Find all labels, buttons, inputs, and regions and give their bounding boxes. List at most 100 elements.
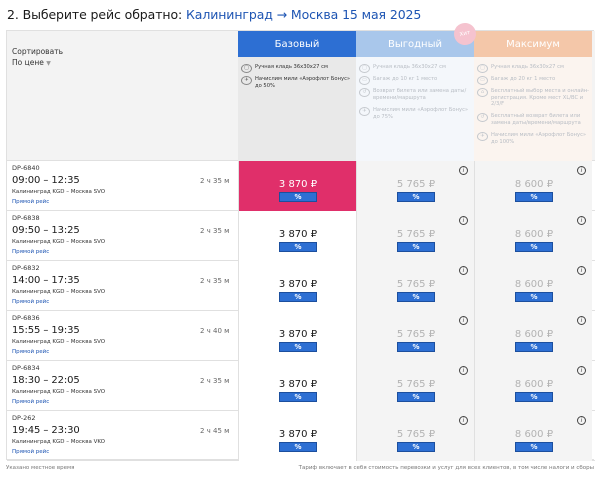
discount-badge[interactable]: %	[397, 292, 435, 302]
footer-note-tariff: Тариф включает в себя стоимость перевозк…	[298, 465, 594, 471]
flight-duration: 2 ч 35 м	[200, 277, 230, 285]
miles-icon: ✈	[241, 76, 252, 85]
direct-flight-link[interactable]: Прямой рейс	[12, 399, 50, 405]
info-icon[interactable]: i	[459, 416, 468, 425]
info-icon[interactable]: i	[577, 316, 586, 325]
info-icon[interactable]: i	[577, 366, 586, 375]
fare-feature: ▢ Ручная кладь 36x30x27 см	[477, 64, 589, 73]
flight-duration: 2 ч 35 м	[200, 177, 230, 185]
discount-badge[interactable]: %	[397, 342, 435, 352]
direct-flight-link[interactable]: Прямой рейс	[12, 299, 50, 305]
price-value: 8 600 ₽	[514, 379, 554, 390]
price-cell-good[interactable]: i 5 765 ₽%	[356, 411, 474, 461]
fare-header-basic[interactable]: Базовый	[238, 31, 356, 57]
price-cell-basic[interactable]: 3 870 ₽%	[238, 411, 356, 461]
discount-badge[interactable]: %	[397, 392, 435, 402]
flight-route: Калининград KGD – Москва SVO	[12, 339, 106, 345]
info-icon[interactable]: i	[577, 416, 586, 425]
price-cell-good[interactable]: i 5 765 ₽%	[356, 311, 474, 361]
price-cell-max[interactable]: i 8 600 ₽%	[474, 361, 592, 411]
fare-column-max: Максимум ▢ Ручная кладь 36x30x27 см ▭ Ба…	[474, 31, 592, 161]
refund-icon: ↺	[477, 113, 488, 122]
flight-row[interactable]: DP-6838 09:50 – 13:25 Калининград KGD – …	[7, 211, 595, 261]
price-value: 5 765 ₽	[396, 379, 436, 390]
flight-route: Калининград KGD – Москва SVO	[12, 239, 106, 245]
price-cell-max[interactable]: i 8 600 ₽%	[474, 411, 592, 461]
flights-grid: Сортировать По цене ▼ Базовый ▢ Ручная к…	[6, 20, 595, 461]
price-cell-good[interactable]: i 5 765 ₽%	[356, 211, 474, 261]
discount-badge[interactable]: %	[397, 192, 435, 202]
discount-badge[interactable]: %	[279, 292, 317, 302]
price-cell-basic[interactable]: 3 870 ₽%	[238, 361, 356, 411]
price-cell-max[interactable]: i 8 600 ₽%	[474, 261, 592, 311]
discount-badge[interactable]: %	[279, 342, 317, 352]
discount-badge[interactable]: %	[515, 442, 553, 452]
seat-icon: ⌂	[477, 88, 488, 97]
price-cell-basic[interactable]: 3 870 ₽%	[238, 311, 356, 361]
miles-icon: ✈	[359, 107, 370, 116]
refund-icon: ↺	[359, 88, 370, 97]
price-cell-basic[interactable]: 3 870 ₽%	[238, 211, 356, 261]
flight-times: 18:30 – 22:05	[12, 375, 80, 386]
price-cell-max[interactable]: i 8 600 ₽%	[474, 311, 592, 361]
info-icon[interactable]: i	[577, 166, 586, 175]
direct-flight-link[interactable]: Прямой рейс	[12, 199, 50, 205]
discount-badge[interactable]: %	[397, 242, 435, 252]
fare-features-max: ▢ Ручная кладь 36x30x27 см ▭ Багаж до 20…	[474, 57, 592, 161]
info-icon[interactable]: i	[577, 216, 586, 225]
flight-route: Калининград KGD – Москва SVO	[12, 189, 106, 195]
step-label: 2. Выберите рейс обратно:	[7, 7, 183, 22]
info-icon[interactable]: i	[459, 266, 468, 275]
price-cell-good[interactable]: i 5 765 ₽%	[356, 161, 474, 211]
flight-duration: 2 ч 45 м	[200, 427, 230, 435]
price-cell-good[interactable]: i 5 765 ₽%	[356, 261, 474, 311]
fare-feature: ▭ Багаж до 20 кг 1 место	[477, 76, 589, 85]
info-icon[interactable]: i	[577, 266, 586, 275]
flight-row[interactable]: DP-6832 14:00 – 17:35 Калининград KGD – …	[7, 261, 595, 311]
price-cell-max[interactable]: i 8 600 ₽%	[474, 161, 592, 211]
direct-flight-link[interactable]: Прямой рейс	[12, 349, 50, 355]
flight-row[interactable]: DP-262 19:45 – 23:30 Калининград KGD – М…	[7, 411, 595, 461]
info-icon[interactable]: i	[459, 316, 468, 325]
flight-times: 19:45 – 23:30	[12, 425, 80, 436]
price-cell-basic[interactable]: 3 870 ₽%	[238, 261, 356, 311]
price-value: 3 870 ₽	[278, 329, 318, 340]
sort-dropdown[interactable]: По цене ▼	[12, 58, 51, 67]
flight-times: 14:00 – 17:35	[12, 275, 80, 286]
route-label[interactable]: Калининград → Москва 15 мая 2025	[185, 7, 422, 22]
info-icon[interactable]: i	[459, 366, 468, 375]
flight-row[interactable]: DP-6840 09:00 – 12:35 Калининград KGD – …	[7, 161, 595, 211]
price-cell-basic[interactable]: 3 870 ₽%	[238, 161, 356, 211]
flight-row[interactable]: DP-6834 18:30 – 22:05 Калининград KGD – …	[7, 361, 595, 411]
price-value: 3 870 ₽	[278, 429, 318, 440]
info-icon[interactable]: i	[459, 216, 468, 225]
discount-badge[interactable]: %	[515, 242, 553, 252]
discount-badge[interactable]: %	[515, 292, 553, 302]
flight-row[interactable]: DP-6836 15:55 – 19:35 Калининград KGD – …	[7, 311, 595, 361]
discount-badge[interactable]: %	[279, 392, 317, 402]
flight-number: DP-6838	[12, 214, 40, 222]
info-icon[interactable]: i	[459, 166, 468, 175]
flight-number: DP-6836	[12, 314, 40, 322]
direct-flight-link[interactable]: Прямой рейс	[12, 249, 50, 255]
discount-badge[interactable]: %	[515, 392, 553, 402]
discount-badge[interactable]: %	[515, 192, 553, 202]
price-value: 3 870 ₽	[278, 229, 318, 240]
flight-times: 09:00 – 12:35	[12, 175, 80, 186]
fare-header-max[interactable]: Максимум	[474, 31, 592, 57]
discount-badge[interactable]: %	[279, 442, 317, 452]
fare-column-good: Выгодный ▢ Ручная кладь 36x30x27 см ▭ Ба…	[356, 31, 474, 161]
price-value: 5 765 ₽	[396, 279, 436, 290]
price-cell-max[interactable]: i 8 600 ₽%	[474, 211, 592, 261]
price-value: 3 870 ₽	[278, 279, 318, 290]
discount-badge[interactable]: %	[515, 342, 553, 352]
discount-badge[interactable]: %	[279, 192, 317, 202]
price-value: 8 600 ₽	[514, 179, 554, 190]
discount-badge[interactable]: %	[397, 442, 435, 452]
page-title: 2. Выберите рейс обратно: Калининград → …	[7, 7, 421, 22]
price-cell-good[interactable]: i 5 765 ₽%	[356, 361, 474, 411]
bag-icon: ▢	[359, 64, 370, 73]
discount-badge[interactable]: %	[279, 242, 317, 252]
direct-flight-link[interactable]: Прямой рейс	[12, 449, 50, 455]
flight-duration: 2 ч 40 м	[200, 327, 230, 335]
